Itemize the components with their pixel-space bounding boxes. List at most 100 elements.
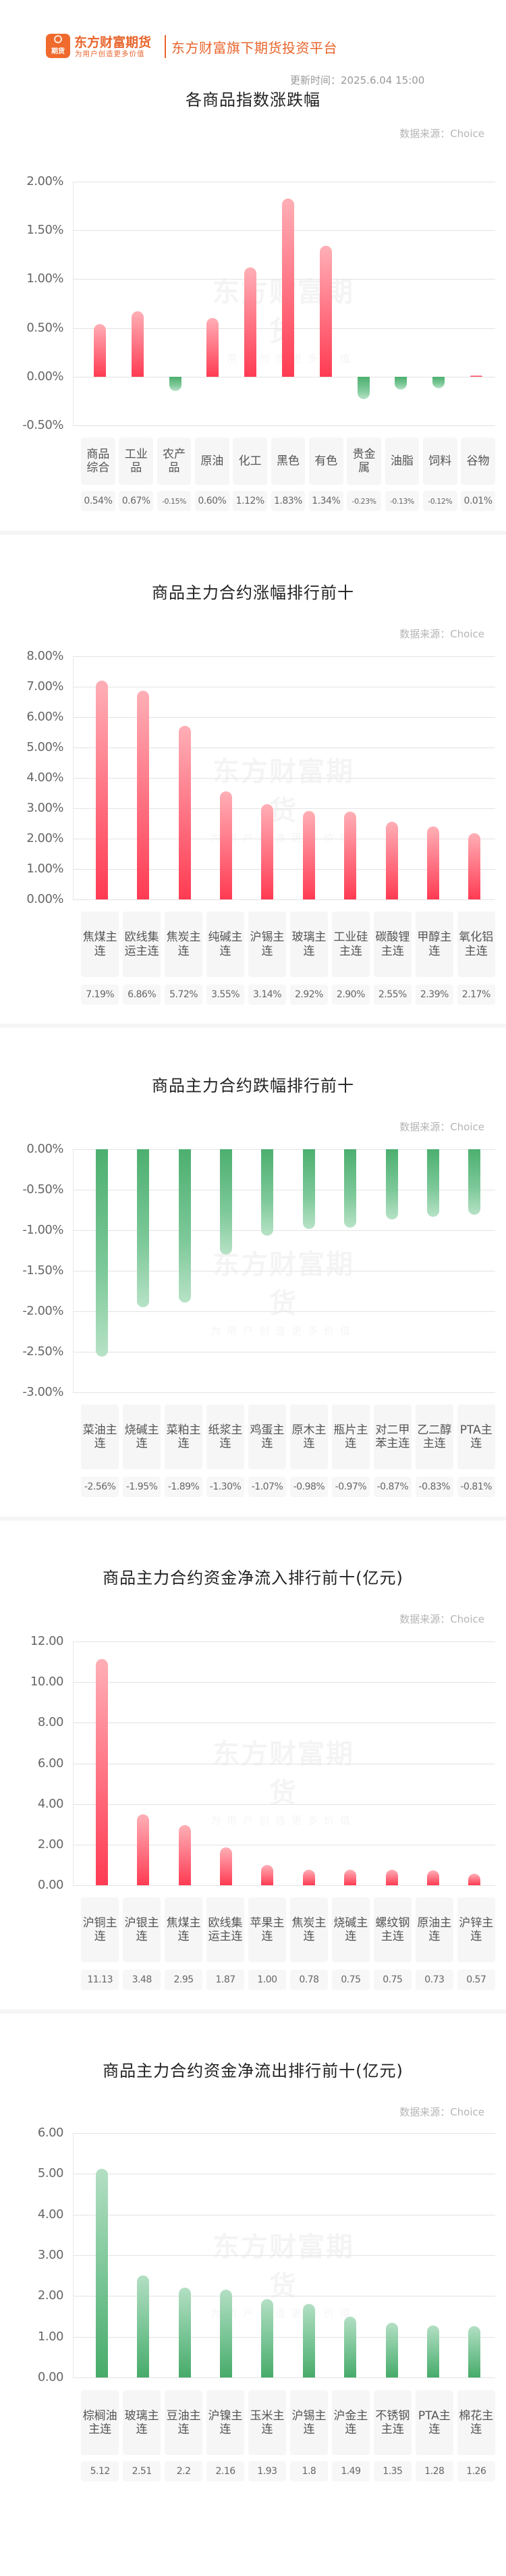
- bar-1[interactable]: [93, 323, 106, 377]
- category-label: 氧化铝主连: [457, 912, 495, 977]
- bar-10[interactable]: [468, 833, 481, 899]
- value-label: 3.14%: [248, 984, 287, 1005]
- value-label: 5.12: [81, 2461, 119, 2481]
- bar-1[interactable]: [95, 1659, 108, 1885]
- bar-1[interactable]: [95, 681, 108, 899]
- value-label: -0.23%: [347, 491, 381, 511]
- bar-4[interactable]: [219, 1149, 232, 1255]
- gridline: [73, 747, 495, 748]
- bar-2[interactable]: [137, 1814, 150, 1885]
- bar-3[interactable]: [178, 2288, 191, 2377]
- bar-9[interactable]: [426, 1870, 439, 1885]
- bar-7[interactable]: [319, 246, 332, 377]
- value-label: 1.83%: [271, 491, 306, 511]
- data-source-label: 数据来源：Choice: [399, 128, 484, 140]
- y-tick-label: 6.00%: [26, 710, 63, 724]
- category-label: 油脂: [385, 438, 420, 485]
- category-label: 瓶片主连: [331, 1404, 370, 1469]
- category-label: 甲醇主连: [415, 912, 454, 977]
- brand-logo-icon: 期货: [46, 34, 70, 58]
- brand-slogan: 为用户创造更多价值: [75, 50, 145, 58]
- bar-8[interactable]: [357, 376, 370, 399]
- bar-8[interactable]: [385, 1149, 398, 1220]
- bar-9[interactable]: [426, 826, 439, 899]
- bar-2[interactable]: [137, 691, 150, 899]
- category-labels: 沪铜主连 沪银主连 焦煤主连 欧线集运主连 苹果主连 焦炭主连 烧碱主连 螺纹钢主连 原油主连沪…: [81, 1897, 495, 1962]
- y-tick-label: 4.00: [37, 1796, 64, 1811]
- bar-10[interactable]: [468, 1873, 481, 1885]
- bar-1[interactable]: [95, 2169, 108, 2377]
- y-tick-label: -3.00%: [22, 1385, 63, 1399]
- bar-8[interactable]: [385, 1870, 398, 1885]
- bar-5[interactable]: [261, 1149, 274, 1236]
- bar-1[interactable]: [95, 1149, 108, 1357]
- category-label: 焦煤主连: [81, 912, 119, 977]
- value-label: 1.93: [248, 2461, 287, 2481]
- category-label: 烧碱主连: [331, 1897, 370, 1962]
- bar-10[interactable]: [468, 2325, 481, 2377]
- logo-mark-icon: [54, 35, 62, 43]
- bar-7[interactable]: [344, 1149, 357, 1228]
- section-divider: [0, 1024, 506, 1028]
- bar-2[interactable]: [131, 311, 144, 377]
- bar-6[interactable]: [302, 1149, 315, 1229]
- bar-5[interactable]: [261, 1864, 274, 1885]
- bar-8[interactable]: [385, 822, 398, 899]
- data-source-label: 数据来源：Choice: [399, 2106, 484, 2118]
- gridline: [73, 1682, 495, 1683]
- category-label: 沪锡主连: [248, 912, 287, 977]
- category-label: 谷物: [461, 438, 495, 485]
- bar-10[interactable]: [468, 1149, 481, 1215]
- y-tick-label: 2.00%: [26, 174, 63, 188]
- gridline: [73, 656, 495, 657]
- bar-3[interactable]: [169, 376, 181, 392]
- bar-5[interactable]: [244, 267, 257, 377]
- bar-4[interactable]: [206, 318, 219, 377]
- bar-9[interactable]: [395, 376, 407, 390]
- update-time: 更新时间：2025.6.04 15:00: [290, 74, 425, 86]
- value-label: 11.13: [81, 1970, 119, 1990]
- bar-5[interactable]: [261, 804, 274, 899]
- bar-9[interactable]: [426, 1149, 439, 1217]
- bar-4[interactable]: [219, 1847, 232, 1885]
- bar-6[interactable]: [302, 1869, 315, 1885]
- bar-6[interactable]: [282, 198, 294, 377]
- value-labels: 0.54% 0.67% -0.15% 0.60% 1.12% 1.83% 1.34% -0.2…: [81, 491, 495, 511]
- bar-6[interactable]: [302, 2304, 315, 2377]
- category-label: 菜粕主连: [164, 1404, 203, 1469]
- category-label: 沪银主连: [122, 1897, 161, 1962]
- y-tick-label: 4.00: [37, 2207, 64, 2222]
- y-tick-label: 0.00: [37, 2370, 64, 2384]
- bar-7[interactable]: [344, 2317, 357, 2377]
- bar-6[interactable]: [302, 810, 315, 899]
- chart-title: 商品主力合约跌幅排行前十: [152, 1076, 354, 1095]
- bar-8[interactable]: [385, 2322, 398, 2377]
- bar-2[interactable]: [137, 1149, 150, 1307]
- bar-3[interactable]: [178, 1149, 191, 1303]
- bar-11[interactable]: [470, 375, 483, 377]
- bar-7[interactable]: [344, 1870, 357, 1885]
- bar-5[interactable]: [261, 2298, 274, 2377]
- value-label: -0.98%: [289, 1477, 329, 1497]
- bar-4[interactable]: [219, 791, 232, 899]
- y-tick-label: 6.00: [37, 1756, 64, 1770]
- category-label: 沪铜主连: [81, 1897, 119, 1962]
- bar-9[interactable]: [426, 2325, 439, 2377]
- value-label: 1.28: [415, 2461, 454, 2481]
- chart-title: 商品主力合约资金净流出排行前十(亿元): [103, 2061, 403, 2080]
- value-labels: 11.13 3.48 2.95 1.87 1.00 0.78 0.75 0.75 0.73 0.5…: [81, 1970, 495, 1990]
- category-labels: 菜油主连 烧碱主连 菜粕主连 纸浆主连 鸡蛋主连 原木主连 瓶片主连 对二甲苯主连 乙二醇主连 P…: [81, 1404, 495, 1469]
- gridline: [73, 2133, 495, 2134]
- bar-7[interactable]: [344, 811, 357, 899]
- bar-4[interactable]: [219, 2289, 232, 2377]
- bar-3[interactable]: [178, 725, 191, 899]
- y-tick-label: -1.00%: [22, 1223, 63, 1237]
- gridline: [73, 1149, 495, 1150]
- bar-2[interactable]: [137, 2275, 150, 2377]
- value-label: 2.51: [122, 2461, 161, 2481]
- y-tick-label: -0.50%: [22, 1182, 63, 1197]
- bar-10[interactable]: [432, 376, 445, 389]
- value-label: 3.48: [122, 1970, 161, 1990]
- y-tick-label: 12.00: [30, 1634, 64, 1648]
- bar-3[interactable]: [178, 1825, 191, 1885]
